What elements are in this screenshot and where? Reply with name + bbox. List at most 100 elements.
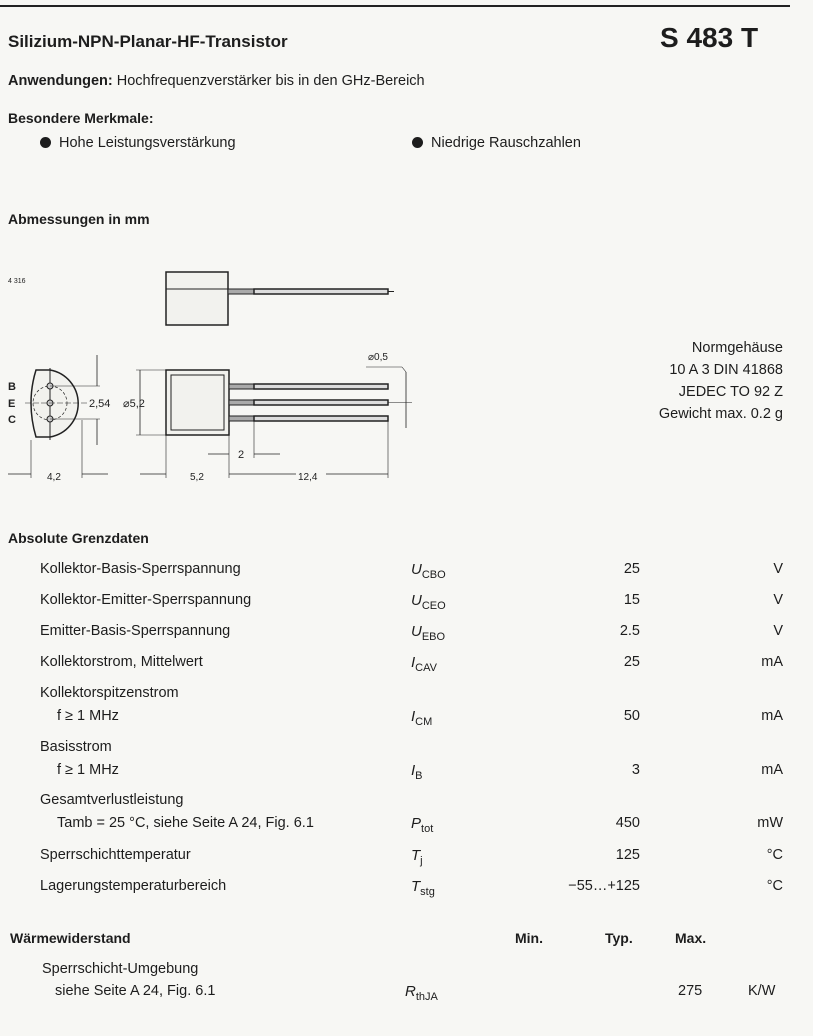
symbol-sub: thJA [415, 991, 438, 1003]
column-min: Min. [515, 930, 543, 946]
rating-symbol: ICAV [411, 654, 437, 674]
package-standard: Normgehäuse [691, 340, 783, 356]
symbol-sub: CEO [421, 600, 446, 612]
rating-unit: mA [761, 762, 783, 778]
rating-symbol: IB [411, 762, 423, 782]
symbol-sub: CM [415, 716, 433, 728]
rating-value: 3 [631, 762, 640, 778]
column-typ: Typ. [605, 930, 633, 946]
rating-label: Kollektorstrom, Mittelwert [40, 654, 203, 670]
rating-value: 125 [615, 847, 640, 863]
rating-label: Lagerungstemperaturbereich [40, 878, 227, 894]
symbol-sub: CBO [421, 569, 446, 581]
rating-value: 50 [623, 708, 640, 724]
rating-unit: °C [766, 847, 783, 863]
pin-label-e: E [8, 398, 15, 410]
rating-condition: f ≥ 1 MHz [57, 708, 119, 724]
thermal-condition: siehe Seite A 24, Fig. 6.1 [55, 983, 216, 999]
rating-condition: Tamb = 25 °C, siehe Seite A 24, Fig. 6.1 [57, 815, 314, 831]
rating-unit: V [773, 623, 783, 639]
thermal-symbol: RthJA [405, 983, 438, 1003]
rating-unit: mA [761, 654, 783, 670]
package-din: 10 A 3 DIN 41868 [669, 362, 783, 378]
rating-unit: °C [766, 878, 783, 894]
symbol-main: R [405, 983, 416, 1000]
dimensions-heading: Abmessungen in mm [8, 211, 150, 227]
applications-label: Anwendungen: [8, 73, 113, 89]
thermal-unit: K/W [748, 983, 776, 999]
rating-value: 2.5 [619, 623, 640, 639]
part-number: S 483 T [660, 22, 759, 53]
symbol-sub: EBO [421, 631, 446, 643]
rating-value: −55…+125 [568, 878, 640, 894]
rating-unit: V [773, 592, 783, 608]
dim-width: 4,2 [47, 472, 61, 483]
rating-symbol: ICM [411, 708, 432, 728]
rating-value: 25 [623, 561, 640, 577]
symbol-main: U [411, 623, 422, 640]
rating-label: Sperrschichttemperatur [40, 847, 191, 863]
top-rule [0, 5, 790, 7]
symbol-sub: B [415, 770, 423, 782]
feature-item: Hohe Leistungsverstärkung [40, 135, 236, 151]
dim-lead-offset: 2 [238, 449, 244, 461]
feature-text: Hohe Leistungsverstärkung [59, 135, 236, 151]
package-info: Normgehäuse 10 A 3 DIN 41868 JEDEC TO 92… [659, 337, 783, 425]
symbol-main: I [411, 654, 416, 671]
drawing-ref: 4 316 [8, 278, 26, 285]
package-jedec: JEDEC TO 92 Z [678, 384, 783, 400]
symbol-main: T [411, 878, 421, 895]
rating-label: Basisstrom [40, 739, 112, 755]
rating-unit: mA [761, 708, 783, 724]
symbol-main: T [411, 847, 421, 864]
dim-body-length: 5,2 [190, 472, 204, 483]
symbol-main: U [411, 592, 422, 609]
ratings-heading: Absolute Grenzdaten [8, 530, 149, 546]
rating-label: Kollektor-Emitter-Sperrspannung [40, 592, 252, 608]
features-heading: Besondere Merkmale: [8, 110, 154, 126]
rating-value: 450 [615, 815, 640, 831]
rating-value: 15 [623, 592, 640, 608]
top-view [165, 271, 394, 326]
feature-item: Niedrige Rauschzahlen [412, 135, 581, 151]
rating-symbol: UEBO [411, 623, 445, 643]
rating-symbol: Tstg [411, 878, 435, 898]
thermal-label: Sperrschicht-Umgebung [42, 961, 199, 977]
rating-label: Kollektor-Basis-Sperrspannung [40, 561, 241, 577]
rating-label: Kollektorspitzenstrom [40, 685, 179, 701]
end-view: B E C 2,54 4,2 [8, 355, 110, 483]
feature-text: Niedrige Rauschzahlen [431, 135, 581, 151]
rating-symbol: UCBO [411, 561, 446, 581]
rating-label: Gesamtverlustleistung [40, 792, 184, 808]
applications: Anwendungen: Hochfrequenzverstärker bis … [8, 73, 425, 89]
applications-text: Hochfrequenzverstärker bis in den GHz-Be… [116, 73, 425, 89]
rating-symbol: Ptot [411, 815, 433, 835]
symbol-main: U [411, 561, 422, 578]
bullet-icon [412, 137, 423, 148]
side-view: ⌀5,2 ⌀0,5 2 5,2 12,4 [123, 352, 412, 483]
symbol-sub: stg [420, 886, 435, 898]
rating-condition: f ≥ 1 MHz [57, 762, 119, 778]
thermal-heading: Wärmewiderstand [10, 930, 131, 946]
rating-unit: V [773, 561, 783, 577]
rating-symbol: Tj [411, 847, 423, 867]
dim-lead-diameter: ⌀0,5 [368, 352, 388, 363]
rating-value: 25 [623, 654, 640, 670]
pin-label-b: B [8, 381, 16, 393]
package-weight: Gewicht max. 0.2 g [658, 406, 783, 422]
column-max: Max. [675, 930, 707, 946]
dim-lead-length: 12,4 [298, 472, 318, 483]
package-drawing: 4 316 B E C 2,54 4,2 [8, 271, 412, 483]
dim-pitch: 2,54 [89, 398, 110, 410]
rating-label: Emitter-Basis-Sperrspannung [40, 623, 231, 639]
symbol-sub: j [420, 855, 423, 867]
page-title: Silizium-NPN-Planar-HF-Transistor [8, 32, 288, 51]
thermal-max: 275 [678, 983, 703, 999]
dim-diameter: ⌀5,2 [123, 398, 145, 410]
symbol-main: I [411, 762, 416, 779]
rating-symbol: UCEO [411, 592, 446, 612]
bullet-icon [40, 137, 51, 148]
symbol-sub: CAV [415, 662, 437, 674]
symbol-main: P [411, 815, 422, 832]
symbol-main: I [411, 708, 416, 725]
